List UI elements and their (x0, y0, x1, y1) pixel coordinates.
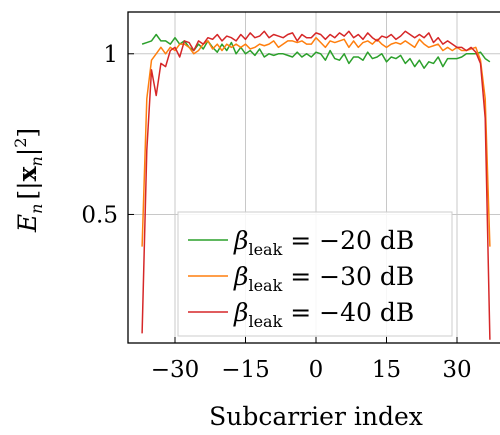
legend-entry-1: βleak = −20 dB (233, 226, 414, 259)
y-tick-label: 0.5 (81, 202, 118, 228)
x-tick-label: 15 (372, 357, 401, 383)
x-axis-label: Subcarrier index (209, 402, 423, 431)
series-layer (141, 30, 491, 340)
series-line-1 (141, 33, 491, 69)
tick-layer: −30 −15 0 15 30 0.5 1 (81, 42, 471, 383)
x-tick-label: −30 (151, 357, 200, 383)
legend-box (177, 211, 453, 337)
x-tick-label: −15 (221, 357, 270, 383)
legend-entry-3: βleak = −40 dB (233, 298, 414, 331)
y-axis-label: En[|xn|2] (11, 128, 46, 233)
y-tick-label: 1 (103, 42, 118, 68)
series-line-3 (141, 30, 491, 340)
series-line-2 (141, 36, 491, 247)
x-tick-label: 30 (442, 357, 471, 383)
legend-entry-2: βleak = −30 dB (233, 262, 414, 295)
x-tick-label: 0 (309, 357, 324, 383)
